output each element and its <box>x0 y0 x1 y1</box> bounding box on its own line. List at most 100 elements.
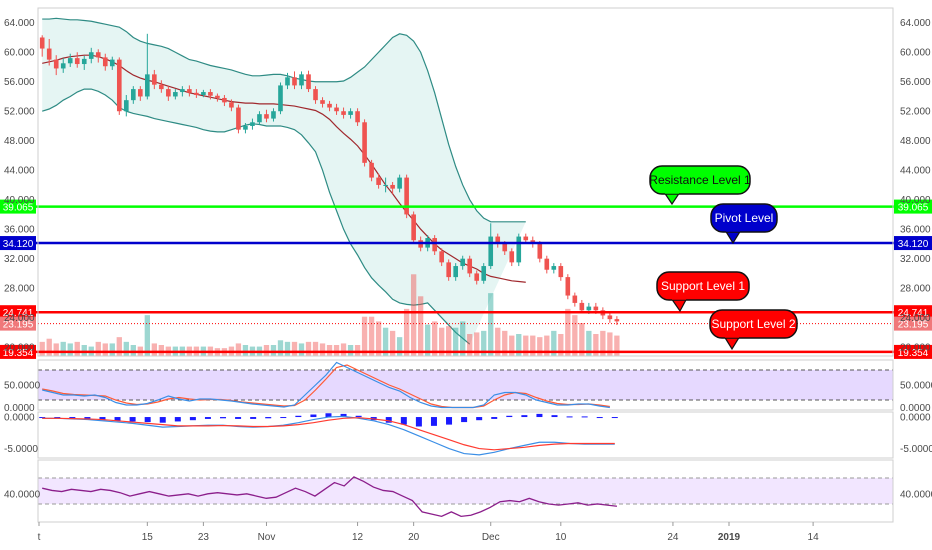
candle-body <box>404 177 409 215</box>
level-price-tag <box>894 236 932 251</box>
candle-body <box>544 258 550 270</box>
volume-bar <box>417 296 424 356</box>
volume-bar <box>439 327 445 356</box>
volume-bar <box>81 345 87 356</box>
candle-body <box>236 107 241 130</box>
candle-body <box>271 111 276 119</box>
last-price-tag <box>0 316 36 331</box>
candle-body <box>292 77 297 86</box>
candle-body <box>285 77 290 86</box>
volume-bar <box>361 316 368 356</box>
macd-pane[interactable] <box>39 413 618 456</box>
volume-bar <box>67 343 73 356</box>
candle-body <box>460 258 466 267</box>
x-tick-label: 14 <box>808 532 820 543</box>
candle-body <box>264 114 269 119</box>
volume-bar <box>116 337 122 356</box>
candle-body <box>116 59 122 112</box>
candle-body <box>159 84 164 90</box>
candle-body <box>411 214 416 241</box>
macd-tick-label: -5.0000 <box>4 444 38 455</box>
pane-frame <box>37 359 894 411</box>
y-tick-label-left: 48.000 <box>4 136 35 147</box>
macd-histogram-bar <box>235 417 242 419</box>
macd-histogram-bar <box>295 415 302 418</box>
macd-histogram-bar <box>250 417 257 419</box>
stoch-k-line <box>42 361 610 409</box>
level-price-tag <box>894 344 932 359</box>
stochastic-pane[interactable] <box>38 361 893 409</box>
callout-label: Resistance Level 1 <box>649 173 751 187</box>
candle-body <box>257 114 262 123</box>
price-pane[interactable] <box>39 17 620 356</box>
macd-histogram-bar <box>551 415 558 418</box>
candle-body <box>109 59 115 67</box>
candle-body <box>201 92 206 95</box>
candle-body <box>488 236 494 267</box>
volume-bar <box>158 345 165 356</box>
volume-bar <box>600 330 606 356</box>
candle-body <box>516 236 522 263</box>
macd-histogram-bar <box>581 416 588 418</box>
candle-body <box>334 107 339 112</box>
stoch-tick-label-right: 50.0000 <box>900 381 932 392</box>
y-tick-label-right: 52.000 <box>900 107 931 118</box>
rsi-pane[interactable] <box>38 476 893 518</box>
callout-bubble <box>709 309 798 339</box>
volume-bar <box>46 338 52 356</box>
candle-body <box>390 184 395 189</box>
callout-label: Support Level 2 <box>711 317 795 331</box>
volume-bar <box>235 343 242 356</box>
macd-histogram-bar <box>566 416 573 418</box>
macd-histogram-bar <box>114 417 121 421</box>
volume-bar <box>579 323 585 356</box>
bollinger-upper-line <box>42 17 526 223</box>
x-tick-label: 20 <box>408 532 420 543</box>
macd-histogram-bar <box>476 417 483 421</box>
y-tick-label-right: 32.000 <box>900 254 931 265</box>
volume-bar <box>326 345 333 356</box>
candle-body <box>95 52 101 58</box>
candle-body <box>46 48 52 60</box>
macd-histogram-bar <box>325 413 332 418</box>
y-tick-label-left: 32.000 <box>4 254 35 265</box>
level-price-tag <box>0 236 36 251</box>
y-tick-label-left: 36.000 <box>4 225 35 236</box>
candle-body <box>439 251 444 263</box>
y-tick-label-left: 60.000 <box>4 48 35 59</box>
volume-bar <box>368 316 375 356</box>
macd-histogram-bar <box>461 417 468 423</box>
candle-body <box>572 295 578 303</box>
y-tick-label-left: 56.000 <box>4 77 35 88</box>
callout-bubble <box>649 165 751 195</box>
volume-bar <box>340 343 347 356</box>
volume-bar <box>424 324 431 356</box>
volume-bar <box>614 335 620 356</box>
candle-body <box>593 306 599 311</box>
macd-histogram-bar <box>506 415 513 418</box>
volume-bar <box>312 341 319 356</box>
macd-histogram-bar <box>310 414 317 418</box>
candle-body <box>586 306 592 311</box>
candle-body <box>60 63 66 69</box>
candle-body <box>180 89 185 93</box>
level-price-label: 34.120 <box>898 239 929 250</box>
volume-bar <box>586 330 592 356</box>
macd-histogram-bar <box>536 413 543 418</box>
candle-body <box>187 89 192 93</box>
macd-histogram-bar <box>129 417 136 422</box>
candle-body <box>607 315 613 320</box>
candle-body <box>467 258 473 274</box>
x-tick-label: 12 <box>352 532 364 543</box>
volume-bar <box>396 337 403 356</box>
level-price-label: 24.741 <box>3 308 34 319</box>
candle-body <box>299 74 304 86</box>
candle-body <box>432 238 437 252</box>
candle-body <box>208 92 213 96</box>
candle-body <box>523 236 529 241</box>
candle-body <box>138 89 143 97</box>
rsi-tick-label-right: 40.0000 <box>900 489 932 500</box>
macd-tick-label: 0.0000 <box>4 413 35 424</box>
volume-bar <box>572 315 578 356</box>
